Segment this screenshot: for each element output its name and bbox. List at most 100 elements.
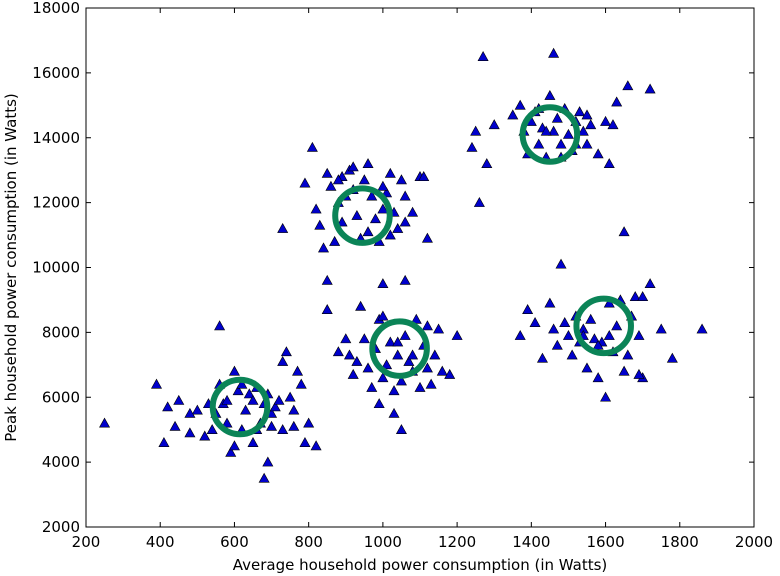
data-point [351,209,363,220]
data-point [392,222,404,233]
data-point [99,417,111,428]
data-point [258,472,270,483]
data-point [343,349,355,360]
data-point [633,368,645,379]
data-point [581,362,593,373]
data-point [562,330,574,340]
data-point [544,297,556,308]
data-point [228,440,240,451]
points-layer [99,47,708,483]
data-point [603,158,615,168]
data-point [429,349,441,360]
data-point [529,317,541,327]
data-point [228,365,240,376]
data-point [392,349,404,360]
data-point [481,158,493,168]
data-point [551,112,563,123]
data-point [169,420,181,431]
y-tick-label: 16000 [32,64,80,82]
data-point [388,385,400,396]
y-tick-label: 6000 [42,388,80,406]
x-tick-label: 1000 [364,533,402,551]
data-point [269,401,281,412]
data-point [577,125,589,136]
data-point [581,109,593,120]
data-point [555,138,567,149]
data-point [384,167,396,178]
data-point [358,333,370,344]
data-point [644,278,656,289]
x-tick-label: 1200 [438,533,476,551]
data-point [277,424,289,434]
data-point [362,226,374,237]
data-point [377,203,389,214]
cluster-circle [573,295,634,357]
data-point [540,125,552,136]
tick-labels-layer: 200 400 600 800 1000 1200 1400 1600 1800 2000 2000… [32,0,773,551]
data-point [618,365,630,376]
data-point [306,141,318,152]
data-point [236,378,248,389]
data-point [399,330,411,340]
data-point [284,391,296,402]
data-point [600,115,612,126]
y-axis-label: Peak household power consumption (in Wat… [2,93,20,442]
data-point [299,177,311,188]
data-point [243,388,255,399]
data-point [277,222,289,233]
data-point [191,404,203,415]
data-point [421,320,433,331]
data-point [384,229,396,240]
data-point [585,313,597,324]
x-tick-label: 800 [294,533,323,551]
data-point [288,404,300,415]
data-point [418,171,430,181]
data-point [585,119,597,130]
data-point [377,180,389,191]
data-point [377,310,389,321]
plot-area-frame [85,7,755,528]
data-point [622,349,634,360]
data-point [325,180,337,191]
data-point [603,330,615,340]
data-point [388,407,400,418]
data-point [221,417,233,428]
x-tick-label: 600 [220,533,249,551]
data-point [421,232,433,243]
data-point [399,216,411,227]
data-point [473,197,485,207]
data-point [588,333,600,344]
data-point [303,417,315,428]
data-point [321,304,333,314]
x-tick-label: 1800 [661,533,699,551]
data-point [318,242,330,253]
data-point [555,258,567,269]
data-point [329,235,341,246]
data-point [351,355,363,366]
data-point [158,437,170,447]
data-point [574,106,586,117]
data-point [366,381,378,392]
data-point [358,174,370,185]
x-tick-label: 200 [72,533,101,551]
data-point [310,440,322,451]
data-point [414,381,426,392]
data-point [622,80,634,91]
cluster-circle [369,318,430,379]
data-point [433,323,445,334]
data-point [548,125,560,136]
data-point [184,427,196,438]
data-point [314,219,326,230]
data-point [288,420,300,431]
data-point [395,375,407,386]
data-point [421,362,433,373]
data-point [655,323,667,334]
cluster-circle [332,185,393,246]
data-point [310,203,322,214]
y-tick-label: 12000 [32,194,80,212]
cluster-circle [209,376,271,438]
data-point [321,274,333,285]
x-tick-label: 2000 [735,533,773,551]
data-point [247,437,259,447]
data-point [232,385,244,396]
